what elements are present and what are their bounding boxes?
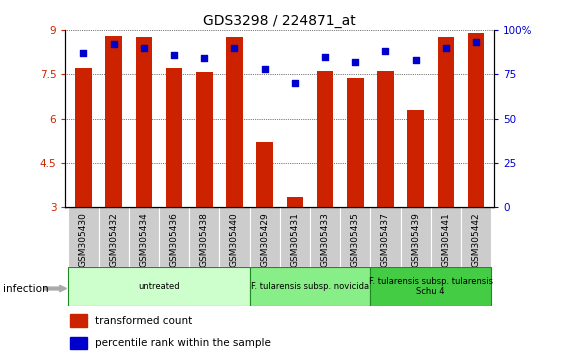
Bar	[317, 71, 333, 207]
Point	[411, 57, 420, 63]
Point	[320, 54, 329, 59]
Bar	[226, 38, 243, 207]
Bar	[431, 207, 461, 267]
Bar	[310, 207, 340, 267]
Title: GDS3298 / 224871_at: GDS3298 / 224871_at	[203, 14, 356, 28]
Bar	[370, 207, 400, 267]
Bar	[70, 337, 87, 349]
Point	[109, 41, 118, 47]
Text: GSM305442: GSM305442	[471, 212, 481, 267]
Bar	[136, 38, 152, 207]
Bar	[166, 68, 182, 207]
Text: GSM305430: GSM305430	[79, 212, 88, 267]
Text: GSM305439: GSM305439	[411, 212, 420, 267]
Bar	[377, 71, 394, 207]
Point	[290, 80, 299, 86]
Bar	[105, 36, 122, 207]
Bar	[400, 207, 431, 267]
Bar	[347, 78, 364, 207]
Bar	[249, 267, 370, 306]
Bar	[189, 207, 219, 267]
Point	[441, 45, 450, 51]
Text: GSM305429: GSM305429	[260, 212, 269, 267]
Point	[230, 45, 239, 51]
Point	[169, 52, 178, 58]
Bar	[68, 207, 98, 267]
Bar	[407, 110, 424, 207]
Bar	[98, 207, 129, 267]
Bar	[370, 267, 491, 306]
Point	[381, 48, 390, 54]
Text: GSM305437: GSM305437	[381, 212, 390, 267]
Bar	[159, 207, 189, 267]
Text: untreated: untreated	[138, 282, 179, 291]
Bar	[249, 207, 280, 267]
Bar	[340, 207, 370, 267]
Text: infection: infection	[3, 284, 48, 293]
Text: F. tularensis subsp. novicida: F. tularensis subsp. novicida	[251, 282, 369, 291]
Bar	[196, 72, 212, 207]
Bar	[129, 207, 159, 267]
Bar	[75, 68, 92, 207]
Bar	[461, 207, 491, 267]
Text: percentile rank within the sample: percentile rank within the sample	[95, 338, 271, 348]
Bar	[286, 197, 303, 207]
Text: GSM305436: GSM305436	[169, 212, 178, 267]
Text: GSM305431: GSM305431	[290, 212, 299, 267]
Text: GSM305435: GSM305435	[351, 212, 360, 267]
Point	[471, 40, 481, 45]
Point	[200, 56, 209, 61]
Bar	[70, 314, 87, 327]
Text: GSM305441: GSM305441	[441, 212, 450, 267]
Bar	[256, 142, 273, 207]
Text: GSM305432: GSM305432	[109, 212, 118, 267]
Point	[350, 59, 360, 65]
Bar	[219, 207, 249, 267]
Text: F. tularensis subsp. tularensis
Schu 4: F. tularensis subsp. tularensis Schu 4	[369, 277, 493, 296]
Text: GSM305434: GSM305434	[139, 212, 148, 267]
Point	[79, 50, 88, 56]
Text: GSM305438: GSM305438	[200, 212, 209, 267]
Point	[260, 66, 269, 72]
Text: GSM305433: GSM305433	[320, 212, 329, 267]
Text: transformed count: transformed count	[95, 316, 193, 326]
Text: GSM305440: GSM305440	[230, 212, 239, 267]
Bar	[467, 33, 485, 207]
Point	[139, 45, 148, 51]
Bar	[68, 267, 249, 306]
Bar	[280, 207, 310, 267]
Bar	[437, 38, 454, 207]
